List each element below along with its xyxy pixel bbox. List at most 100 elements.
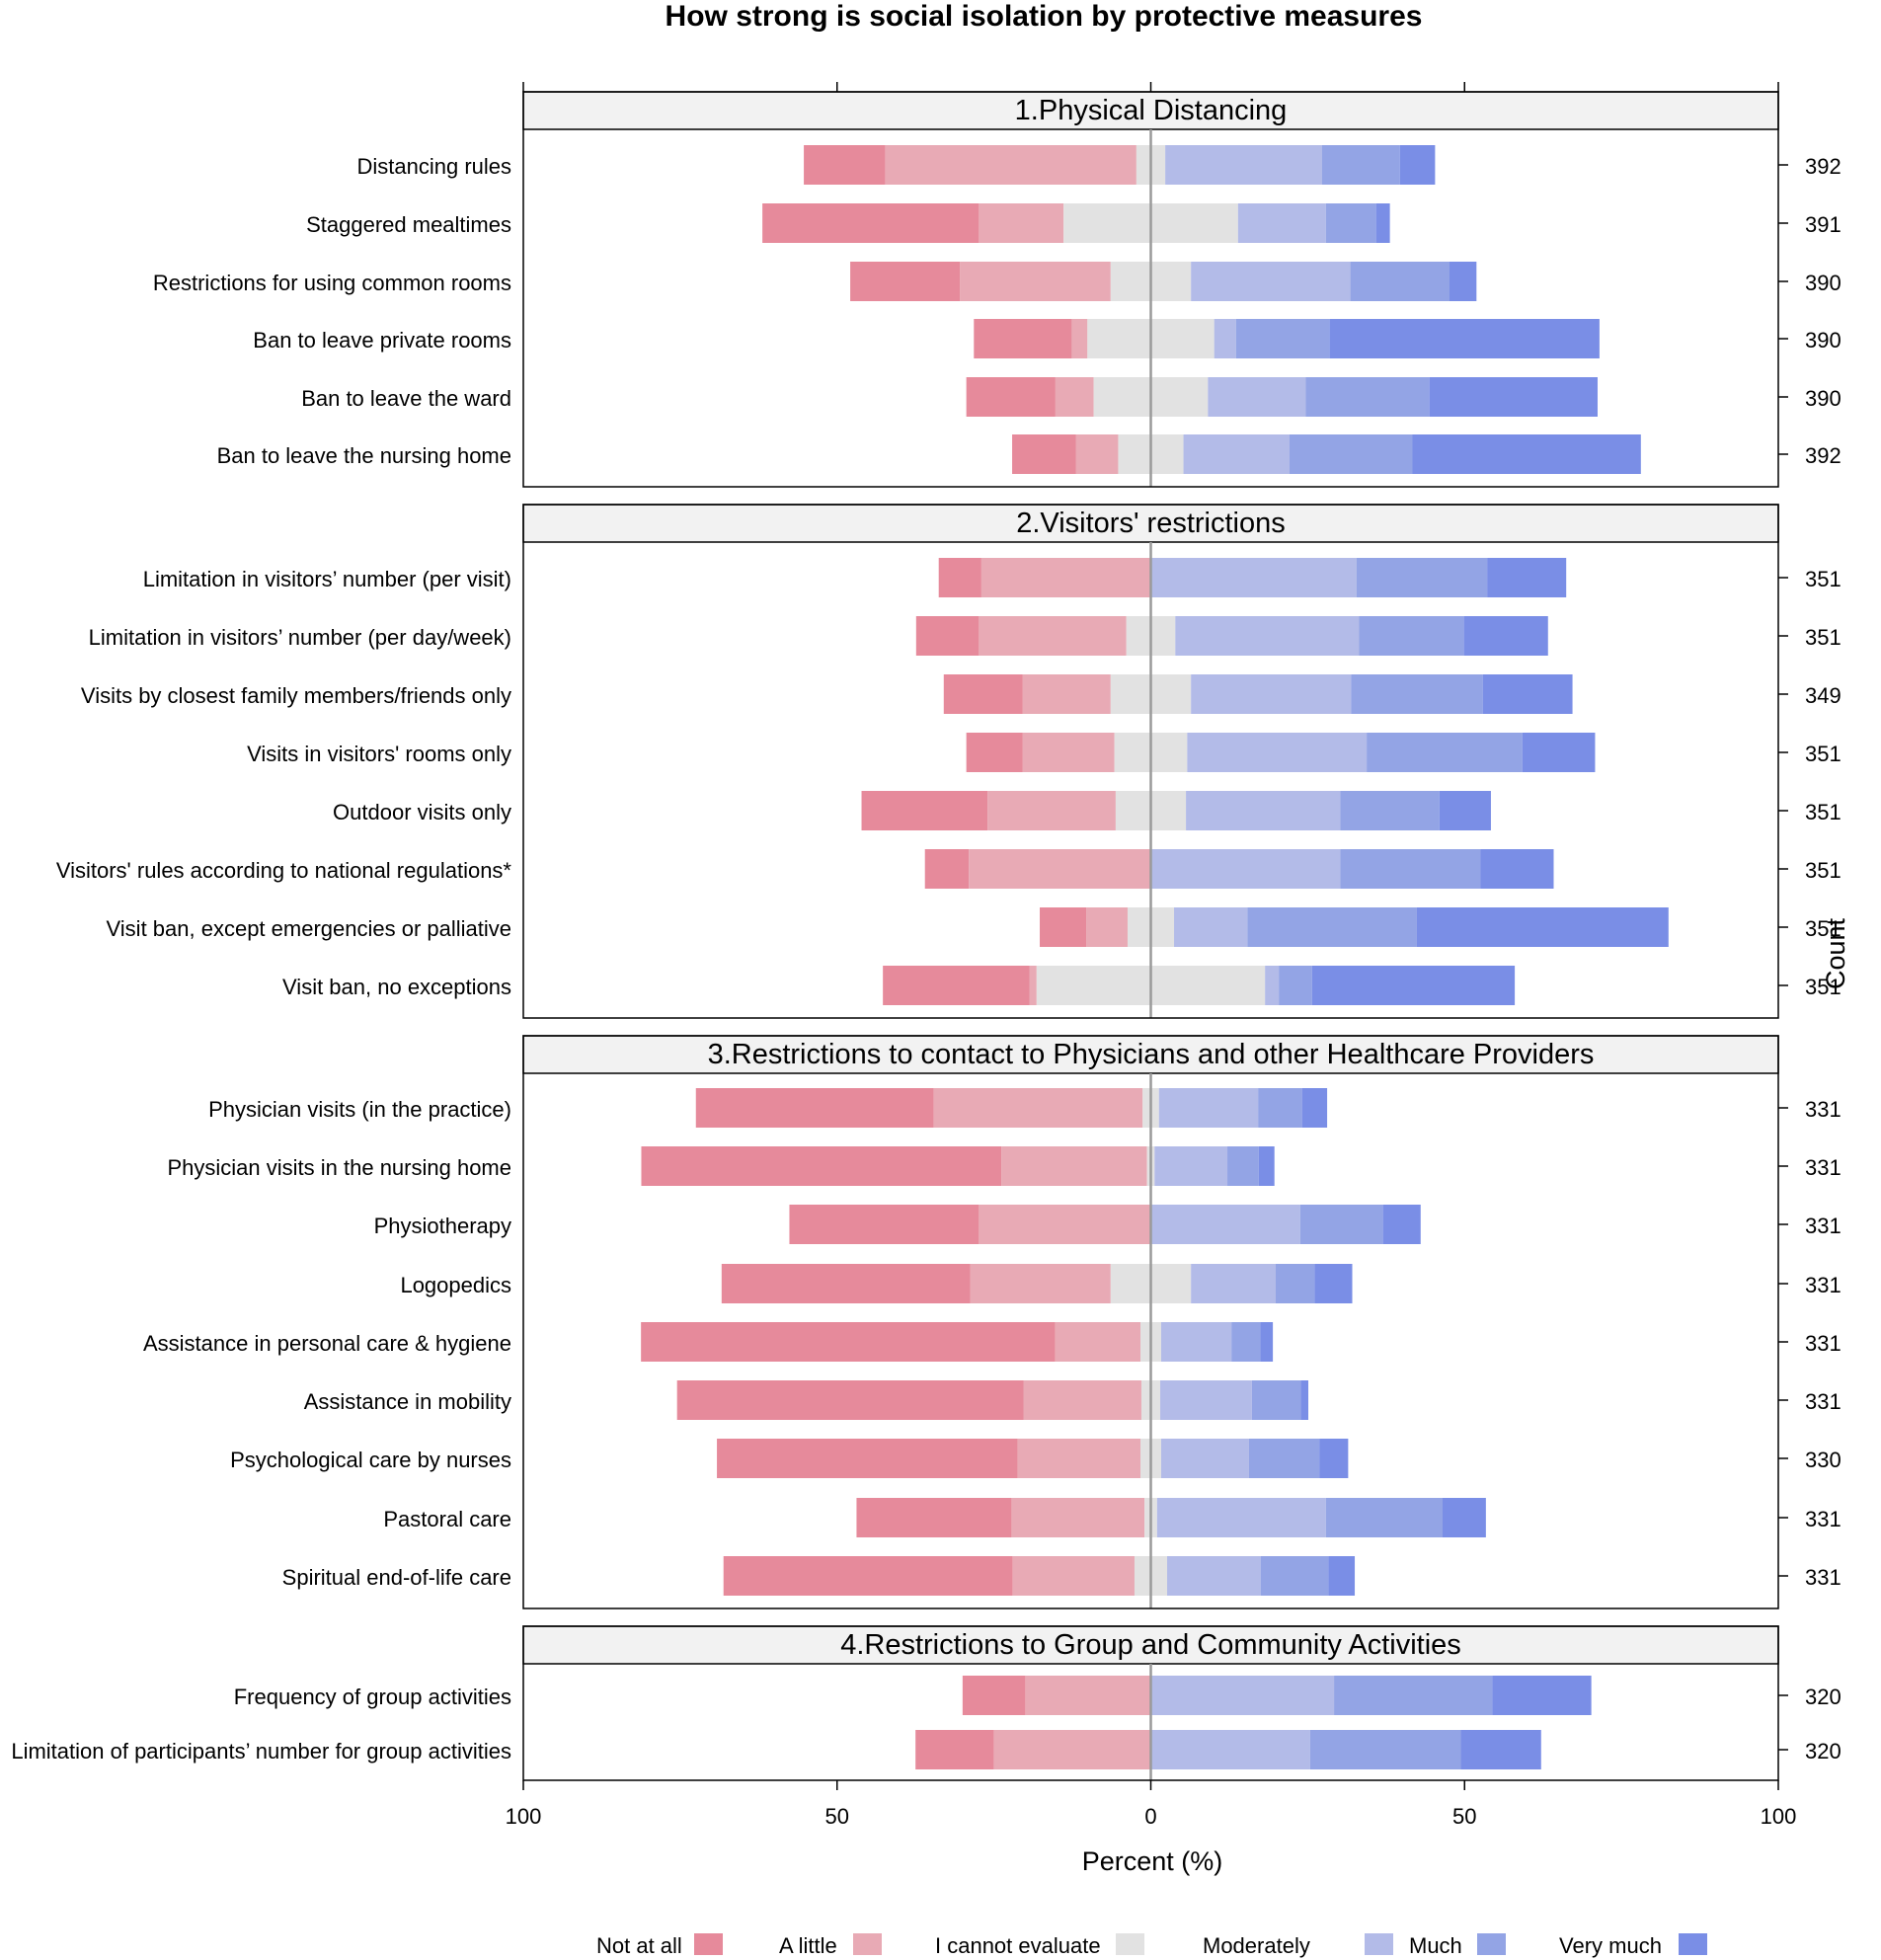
row-count: 390	[1805, 271, 1842, 295]
bar-not-at-all	[915, 1730, 994, 1769]
bar-row-assistance-in-personal-care-hygiene	[641, 1322, 1274, 1362]
bar-row-logopedics	[721, 1264, 1353, 1303]
row-count: 392	[1805, 154, 1842, 179]
bar-moderately	[1160, 1380, 1252, 1420]
bar-not-at-all	[641, 1146, 1002, 1186]
bar-row-frequency-of-group-activities	[962, 1676, 1592, 1715]
bar-much	[1309, 1730, 1461, 1769]
legend-label: A little	[779, 1933, 837, 1958]
bar-very-much	[1463, 616, 1548, 656]
bar-not-at-all	[966, 733, 1023, 772]
x-tick-label: 0	[1144, 1804, 1156, 1829]
bar-a-little	[1011, 1498, 1145, 1537]
bar-row-distancing-rules	[804, 145, 1436, 185]
panel-frame	[522, 1035, 1779, 1609]
row-count: 331	[1805, 1097, 1842, 1122]
bar-not-at-all	[676, 1380, 1024, 1420]
panel-3: 3.Restrictions to contact to Physicians …	[143, 1035, 1842, 1609]
bar-a-little	[1029, 966, 1037, 1005]
bar-much	[1334, 1676, 1493, 1715]
bar-very-much	[1439, 791, 1491, 830]
legend-swatch	[694, 1933, 723, 1955]
bar-much	[1299, 1205, 1383, 1244]
bar-row-visits-by-closest-family-members-friends-only	[943, 674, 1573, 714]
row-label: Assistance in mobility	[304, 1389, 511, 1414]
bar-very-much	[1382, 1205, 1421, 1244]
panel-title: 4.Restrictions to Group and Community Ac…	[840, 1629, 1461, 1661]
row-label: Limitation in visitors’ number (per day/…	[89, 625, 511, 650]
bar-very-much	[1258, 1146, 1275, 1186]
x-axis: 100 50 0 50 100	[506, 82, 1797, 1829]
row-label: Pastoral care	[383, 1507, 511, 1531]
bar-a-little	[1023, 1380, 1141, 1420]
row-label: Staggered mealtimes	[306, 212, 511, 237]
bar-much	[1340, 849, 1481, 889]
bar-moderately	[1150, 1205, 1300, 1244]
legend: Not at all A little I cannot evaluate Moder…	[596, 1933, 1707, 1958]
bar-much	[1321, 145, 1400, 185]
row-label: Restrictions for using common rooms	[153, 271, 511, 295]
bar-a-little	[979, 203, 1064, 243]
bar-much	[1289, 434, 1413, 474]
bar-very-much	[1311, 966, 1516, 1005]
bar-not-at-all	[850, 262, 961, 301]
bar-much	[1340, 791, 1440, 830]
bar-not-at-all	[789, 1205, 980, 1244]
bar-moderately	[1191, 262, 1351, 301]
legend-label: I cannot evaluate	[935, 1933, 1101, 1958]
bar-very-much	[1314, 1264, 1353, 1303]
bar-row-pastoral-care	[856, 1498, 1486, 1537]
row-count: 331	[1805, 1565, 1842, 1590]
row-label: Spiritual end-of-life care	[282, 1565, 511, 1590]
x-axis-label: Percent (%)	[1082, 1846, 1223, 1876]
bar-row-assistance-in-mobility	[676, 1380, 1309, 1420]
row-count: 390	[1805, 328, 1842, 353]
row-count: 351	[1805, 625, 1842, 650]
bar-much	[1260, 1556, 1329, 1596]
bar-a-little	[987, 791, 1116, 830]
bar-moderately	[1186, 791, 1341, 830]
bar-a-little	[980, 558, 1151, 597]
bar-row-visitors-rules-according-to-national-regulations	[924, 849, 1554, 889]
bar-not-at-all	[1040, 907, 1087, 947]
row-count: 351	[1805, 742, 1842, 766]
row-label: Visit ban, no exceptions	[282, 975, 511, 999]
x-tick-label: 100	[1761, 1804, 1797, 1829]
bar-not-at-all	[883, 966, 1030, 1005]
bar-moderately	[1174, 907, 1248, 947]
bar-not-at-all	[695, 1088, 934, 1128]
bar-not-at-all	[924, 849, 970, 889]
bar-a-little	[1055, 1322, 1141, 1362]
bar-not-at-all	[962, 1676, 1026, 1715]
bar-row-ban-to-leave-the-nursing-home	[1012, 434, 1641, 474]
bar-a-little	[1086, 907, 1128, 947]
bar-much	[1275, 1264, 1315, 1303]
bar-very-much	[1300, 1380, 1309, 1420]
bar-a-little	[1022, 733, 1115, 772]
row-count: 331	[1805, 1507, 1842, 1531]
bar-not-at-all	[721, 1264, 971, 1303]
bar-very-much	[1328, 1556, 1356, 1596]
bar-much	[1231, 1322, 1261, 1362]
row-count: 320	[1805, 1685, 1842, 1709]
legend-label: Not at all	[596, 1933, 682, 1958]
row-label: Psychological care by nurses	[230, 1448, 511, 1472]
bar-moderately	[1158, 1088, 1259, 1128]
bar-not-at-all	[943, 674, 1023, 714]
panel-title: 3.Restrictions to contact to Physicians …	[708, 1039, 1595, 1070]
bar-a-little	[1055, 377, 1094, 417]
bar-not-at-all	[915, 616, 980, 656]
bar-very-much	[1429, 377, 1598, 417]
bar-a-little	[933, 1088, 1143, 1128]
legend-swatch	[1116, 1933, 1144, 1955]
bar-moderately	[1237, 203, 1326, 243]
bar-much	[1305, 377, 1430, 417]
bar-moderately	[1150, 1730, 1310, 1769]
bar-very-much	[1449, 262, 1477, 301]
legend-swatch	[853, 1933, 882, 1955]
bar-very-much	[1480, 849, 1554, 889]
bar-very-much	[1412, 434, 1641, 474]
row-label: Physician visits (in the practice)	[208, 1097, 511, 1122]
row-count: 320	[1805, 1739, 1842, 1764]
